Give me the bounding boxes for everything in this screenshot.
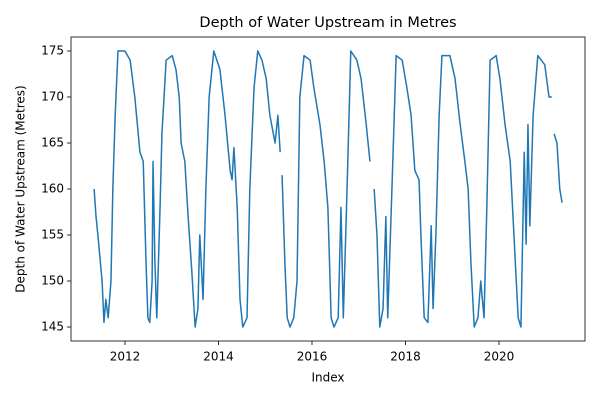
y-tick-label: 145 (41, 320, 64, 334)
x-tick-label: 2016 (297, 350, 328, 364)
x-tick-label: 2020 (484, 350, 515, 364)
y-tick-label: 160 (41, 182, 64, 196)
plot-area (93, 50, 563, 328)
y-tick-label: 175 (41, 43, 64, 57)
x-axis-label: Index (311, 371, 344, 385)
y-tick-label: 150 (41, 274, 64, 288)
data-line (93, 50, 563, 328)
x-tick-label: 2018 (390, 350, 421, 364)
x-tick-label: 2012 (110, 350, 141, 364)
y-tick-label: 165 (41, 135, 64, 149)
x-tick-label: 2014 (203, 350, 234, 364)
chart-title: Depth of Water Upstream in Metres (199, 15, 456, 31)
y-axis-label: Depth of Water Upstream (Metres) (14, 85, 28, 292)
y-tick-label: 170 (41, 89, 64, 103)
y-tick-label: 155 (41, 228, 64, 242)
